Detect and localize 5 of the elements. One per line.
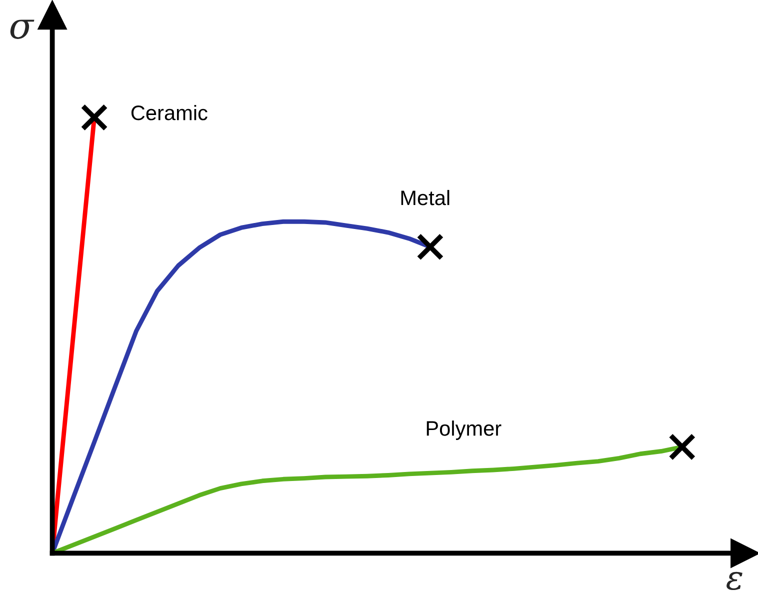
series-label: Ceramic bbox=[131, 104, 208, 120]
x-axis-title: ε bbox=[726, 572, 742, 590]
series-label: Metal bbox=[401, 190, 450, 206]
y-axis-title: σ bbox=[10, 20, 34, 39]
series-label: Polymer bbox=[426, 420, 502, 440]
